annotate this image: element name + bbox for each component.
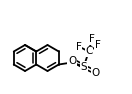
- Text: F: F: [95, 41, 101, 50]
- Text: O: O: [69, 55, 77, 66]
- Text: C: C: [85, 47, 92, 56]
- Text: O: O: [68, 58, 76, 67]
- Text: F: F: [89, 34, 95, 44]
- Text: S: S: [81, 61, 87, 72]
- Text: O: O: [92, 67, 100, 77]
- Text: F: F: [76, 41, 82, 52]
